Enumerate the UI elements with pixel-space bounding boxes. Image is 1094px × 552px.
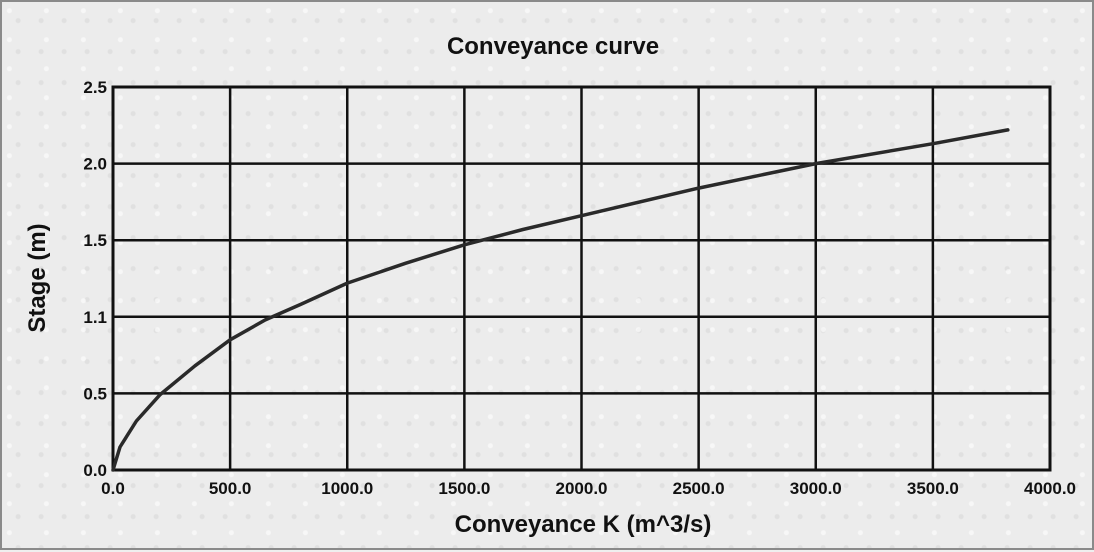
x-tick-label: 3000.0 [790,479,842,498]
x-tick-labels: 0.0 500.0 1000.0 1500.0 2000.0 2500.0 3000.0 35… [101,479,1076,498]
series-line-stage [111,128,1010,472]
x-tick-label: 3500.0 [907,479,959,498]
y-axis-label: Stage (m) [24,223,51,332]
x-tick-label: 0.0 [101,479,125,498]
x-tick-label: 1500.0 [438,479,490,498]
x-axis-label: Conveyance K (m^3/s) [455,511,712,538]
grid-lines [113,87,1050,470]
x-tick-label: 2500.0 [673,479,725,498]
y-tick-labels: 0.0 0.5 1.1 1.5 2.0 2.5 [83,78,107,480]
x-tick-label: 2000.0 [556,479,608,498]
y-tick-label: 1.1 [83,308,107,327]
x-tick-label: 1000.0 [321,479,373,498]
y-tick-label: 2.5 [83,78,107,97]
y-tick-label: 0.5 [83,384,107,403]
x-tick-label: 500.0 [209,479,252,498]
chart-title: Conveyance curve [447,33,659,60]
y-tick-label: 2.0 [83,155,107,174]
y-tick-label: 1.5 [83,231,107,250]
y-tick-label: 0.0 [83,461,107,480]
x-tick-label: 4000.0 [1024,479,1076,498]
